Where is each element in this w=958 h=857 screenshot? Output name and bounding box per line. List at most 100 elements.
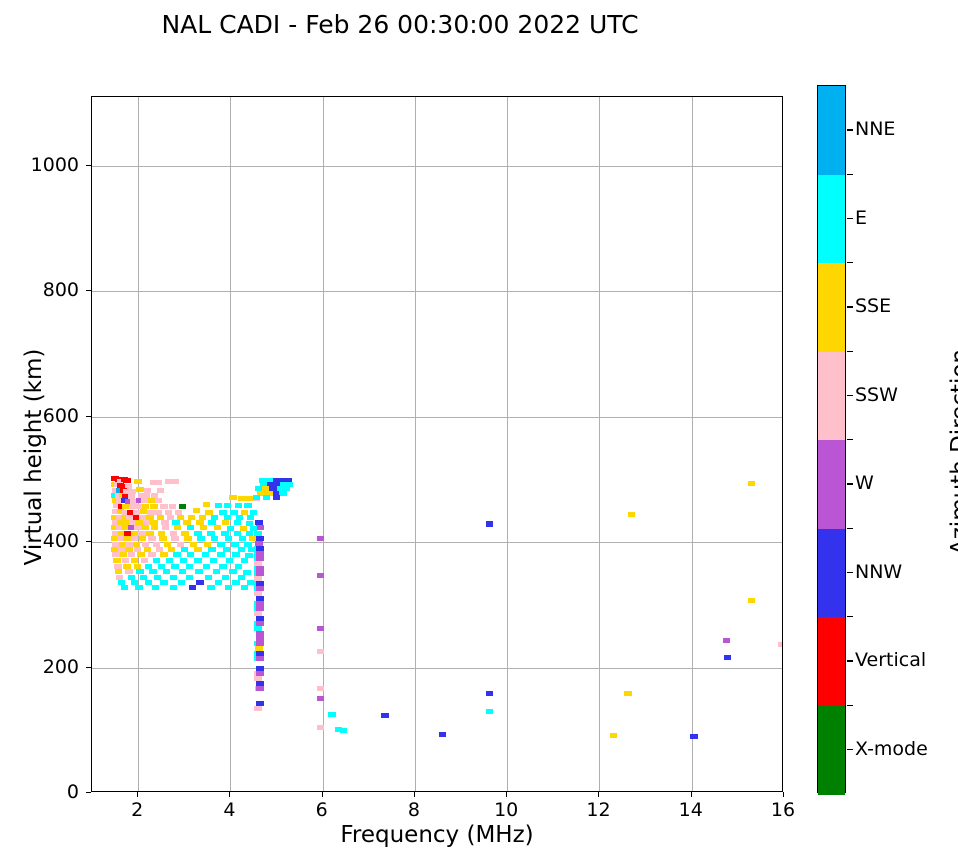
data-point <box>316 686 325 692</box>
data-point <box>272 477 281 483</box>
data-point <box>143 487 152 493</box>
data-point <box>256 550 264 556</box>
data-point <box>123 535 131 541</box>
data-point <box>128 519 137 525</box>
data-point <box>279 490 287 496</box>
data-point <box>254 576 262 582</box>
data-point <box>214 503 223 509</box>
data-point <box>202 502 211 508</box>
data-point <box>188 585 197 591</box>
colorbar-segment-nne <box>818 86 845 175</box>
data-point <box>269 486 277 492</box>
data-point <box>207 585 215 591</box>
data-point <box>222 574 230 580</box>
data-point <box>748 597 756 603</box>
y-axis-tick-label: 200 <box>42 655 79 678</box>
data-point <box>335 726 343 732</box>
y-axis-tick <box>86 541 91 543</box>
data-point <box>178 503 187 509</box>
colorbar-segment-ssw <box>818 351 845 441</box>
data-point <box>217 552 225 558</box>
x-axis-tick <box>229 792 231 797</box>
data-point <box>113 503 121 509</box>
data-point <box>140 557 149 563</box>
data-point <box>129 498 138 504</box>
colorbar-tick <box>847 748 853 751</box>
data-point <box>171 535 179 541</box>
data-point <box>139 514 147 520</box>
data-point <box>130 557 139 563</box>
y-axis-tick <box>86 792 91 793</box>
data-point <box>130 530 139 536</box>
data-point <box>148 552 156 558</box>
data-point <box>132 509 140 515</box>
data-point <box>256 555 264 561</box>
data-point <box>231 541 239 547</box>
data-point <box>252 495 260 501</box>
data-point <box>111 546 119 552</box>
data-point <box>256 656 264 662</box>
data-point <box>219 509 227 515</box>
data-point <box>156 514 164 520</box>
data-point <box>133 546 141 552</box>
data-point <box>120 585 128 591</box>
data-point <box>256 681 264 687</box>
data-point <box>254 611 262 617</box>
data-point <box>262 495 271 501</box>
x-axis-tick-label: 14 <box>678 799 703 821</box>
data-point <box>125 498 133 504</box>
data-point <box>139 535 147 541</box>
data-point <box>246 530 254 536</box>
x-axis-label: Frequency (MHz) <box>340 822 534 848</box>
x-axis-tick-label: 16 <box>770 799 796 821</box>
y-axis-label: Virtual height (km) <box>21 348 47 566</box>
data-point <box>132 514 140 520</box>
data-point <box>111 514 119 520</box>
data-point <box>259 478 267 484</box>
data-point <box>169 574 177 580</box>
data-point <box>138 530 146 536</box>
data-point <box>256 545 264 551</box>
data-point <box>256 566 264 572</box>
colorbar <box>817 85 846 795</box>
data-point <box>126 514 134 520</box>
colorbar-boundary-tick <box>847 439 853 441</box>
data-point <box>148 498 156 504</box>
data-point <box>128 488 137 494</box>
data-point <box>161 520 169 526</box>
colorbar-boundary-tick <box>847 173 853 175</box>
data-point <box>189 541 198 547</box>
data-point <box>167 546 176 552</box>
gridline-horizontal <box>92 291 782 293</box>
data-point <box>111 535 119 541</box>
data-point <box>123 488 131 494</box>
data-point <box>217 541 225 547</box>
data-point <box>150 520 158 526</box>
data-point <box>272 490 281 496</box>
data-point <box>141 541 150 547</box>
x-axis-tick <box>598 792 600 797</box>
gridline-horizontal <box>92 667 782 669</box>
data-point <box>121 509 129 515</box>
gridline-vertical <box>691 97 693 791</box>
data-point <box>247 580 255 586</box>
data-point <box>202 563 211 569</box>
data-point <box>225 557 234 563</box>
data-point <box>156 488 164 494</box>
data-point <box>141 525 150 531</box>
data-point <box>208 546 216 552</box>
colorbar-tick <box>847 483 853 485</box>
data-point <box>166 514 175 520</box>
data-point <box>210 557 218 563</box>
data-point <box>213 525 222 531</box>
colorbar-tick-label: NNW <box>855 560 903 583</box>
x-axis-tick-label: 10 <box>494 799 519 821</box>
data-point <box>201 552 210 558</box>
data-point <box>272 495 281 501</box>
data-point <box>112 508 120 514</box>
data-point <box>316 535 325 541</box>
data-point <box>115 498 124 504</box>
data-point <box>147 509 155 515</box>
data-point <box>229 495 237 501</box>
gridline-vertical <box>230 97 232 791</box>
